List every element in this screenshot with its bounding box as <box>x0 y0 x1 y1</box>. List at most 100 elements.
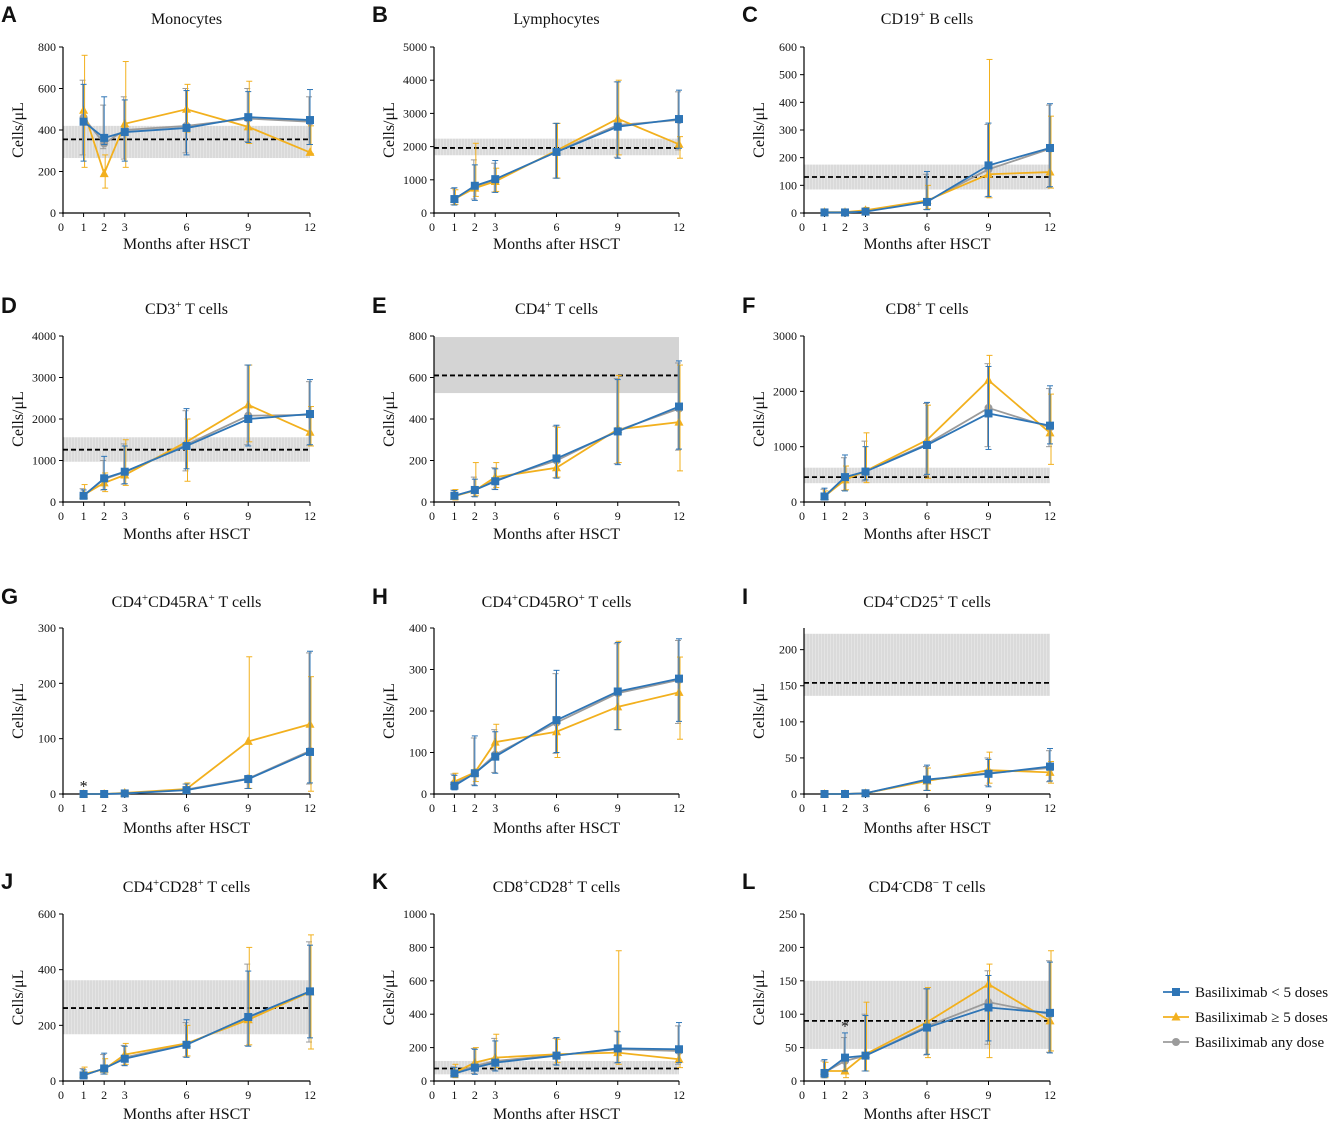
panel-l-title-part: CD4 <box>869 879 899 896</box>
panel-i-blue-point <box>984 769 993 778</box>
panel-j-blue-point <box>79 1071 88 1080</box>
panel-b-x-tick-label: 12 <box>673 220 685 234</box>
panel-l-y-axis-title: Cells/μL <box>751 970 768 1026</box>
panel-a-title-part: Monocytes <box>151 11 222 28</box>
panel-l-y-tick-label: 0 <box>791 1074 797 1088</box>
panel-d-title-part: CD3 <box>145 301 175 318</box>
panel-b-x-tick-label: 3 <box>492 220 498 234</box>
panel-j: 0 200 400 600 0 1 2 3 6 9 12 Months after HSCT Cells… <box>1 869 316 1123</box>
panel-i-letter: I <box>742 584 748 609</box>
legend-item-gray: Basiliximab any dose <box>1163 1035 1324 1051</box>
panel-k-x-tick-label: 3 <box>492 1088 498 1102</box>
panel-e-reference-band <box>434 337 679 394</box>
panel-h-blue-point <box>613 687 622 696</box>
panel-c-blue-point <box>923 197 931 206</box>
panel-i-title: CD4+CD25+ T cells <box>863 592 990 611</box>
panel-c-x-tick-label: 2 <box>842 220 848 234</box>
panel-d-title-superscript: + <box>175 299 181 311</box>
panel-h-title-part: CD4 <box>482 594 512 611</box>
panel-h-blue-point <box>491 752 500 761</box>
panel-c-x-tick-label: 3 <box>863 220 869 234</box>
panel-l-blue-point <box>1046 1008 1054 1017</box>
panel-f: 0 1000 2000 3000 0 1 2 3 6 9 12 Months after HSCT Ce… <box>742 293 1056 543</box>
panel-c-title-part: CD19 <box>881 11 919 28</box>
legend-marker <box>1172 1038 1180 1046</box>
panel-j-x-tick-label: 3 <box>122 1088 128 1102</box>
panel-g-yellow-point <box>243 736 253 745</box>
panel-f-x-tick-label: 0 <box>799 509 805 523</box>
panel-j-x-tick-label: 2 <box>101 1088 107 1102</box>
panel-b-x-tick-label: 2 <box>472 220 478 234</box>
panel-c-title-superscript: + <box>919 9 925 21</box>
panel-b-y-axis-title: Cells/μL <box>381 102 398 158</box>
panel-a-blue-point <box>306 116 314 125</box>
panel-c-series-blue <box>820 103 1054 217</box>
panel-f-blue-point <box>984 409 993 418</box>
panel-c-blue-point <box>841 208 849 217</box>
panel-i-blue-point <box>820 790 829 798</box>
panel-h-title-part: T cells <box>585 594 632 611</box>
panel-k-blue-point <box>450 1069 459 1078</box>
panel-l-x-axis-title: Months after HSCT <box>863 1106 990 1123</box>
panel-i-reference-band <box>804 633 1050 696</box>
panel-b-gray-line <box>453 119 680 200</box>
panel-e-y-tick-label: 0 <box>421 495 427 509</box>
panel-d-y-tick-label: 3000 <box>32 371 56 385</box>
panel-j-title: CD4+CD28+ T cells <box>123 877 250 896</box>
panel-g-x-tick-label: 9 <box>245 801 251 815</box>
panel-a-blue-point <box>100 133 109 142</box>
panel-d-x-axis-title: Months after HSCT <box>123 526 250 543</box>
panel-k-y-tick-label: 600 <box>409 974 427 988</box>
panel-g-y-tick-label: 200 <box>38 676 56 690</box>
panel-f-x-tick-label: 3 <box>863 509 869 523</box>
panel-g-title: CD4+CD45RA+ T cells <box>112 592 262 611</box>
panel-f-y-axis-title: Cells/μL <box>751 391 768 447</box>
panel-h-x-tick-label: 2 <box>472 801 478 815</box>
panel-a-x-tick-label: 3 <box>122 220 128 234</box>
panel-g-x-tick-label: 6 <box>184 801 190 815</box>
panel-e-title: CD4+ T cells <box>515 299 598 318</box>
panel-k-blue-point <box>613 1044 622 1053</box>
panel-k-blue-point <box>491 1058 500 1067</box>
legend-item-yellow: Basiliximab ≥ 5 doses <box>1163 1010 1328 1026</box>
panel-l-letter: L <box>742 869 755 894</box>
panel-b-letter: B <box>372 2 388 27</box>
panel-l-x-tick-label: 2 <box>842 1088 848 1102</box>
panel-i-y-tick-label: 100 <box>779 715 797 729</box>
panel-c-blue-point <box>1046 143 1054 152</box>
panel-b-y-tick-label: 5000 <box>403 40 427 54</box>
panel-j-x-tick-label: 1 <box>81 1088 87 1102</box>
panel-k-x-tick-label: 2 <box>472 1088 478 1102</box>
panel-b-title: Lymphocytes <box>513 11 599 28</box>
panel-j-blue-point <box>182 1040 191 1049</box>
panel-i-title-superscript: + <box>938 592 944 604</box>
panel-f-letter: F <box>742 293 755 318</box>
panel-l-x-tick-label: 0 <box>799 1088 805 1102</box>
panel-i-blue-point <box>1046 762 1054 771</box>
panel-l-blue-point <box>923 1023 931 1032</box>
panel-h-title-part: CD45RO <box>518 594 578 611</box>
panel-e-blue-point <box>613 427 622 436</box>
panel-j-title-part: CD28 <box>159 879 197 896</box>
panel-l-y-tick-label: 100 <box>779 1007 797 1021</box>
panel-i-x-tick-label: 6 <box>924 801 930 815</box>
panel-k-title-superscript: + <box>523 877 529 889</box>
panel-e-y-tick-label: 400 <box>409 412 427 426</box>
panel-b-blue-point <box>450 195 459 204</box>
panel-b-blue-point <box>613 122 622 131</box>
panel-c-series-gray <box>820 104 1054 217</box>
panel-f-x-axis-title: Months after HSCT <box>863 526 990 543</box>
panel-i-yellow-line <box>824 769 1051 795</box>
panel-k-x-tick-label: 12 <box>673 1088 685 1102</box>
panel-i-x-tick-label: 9 <box>986 801 992 815</box>
panel-f-y-tick-label: 1000 <box>773 440 797 454</box>
panel-g-blue-point <box>244 775 253 784</box>
panel-g-x-tick-label: 1 <box>81 801 87 815</box>
panel-c-y-tick-label: 600 <box>779 40 797 54</box>
panel-l-x-tick-label: 9 <box>986 1088 992 1102</box>
panel-e-title-superscript: + <box>545 299 551 311</box>
panel-h-y-tick-label: 300 <box>409 663 427 677</box>
panel-c: 0 100 200 300 400 500 600 0 1 2 3 6 9 12 Months after … <box>742 2 1056 253</box>
